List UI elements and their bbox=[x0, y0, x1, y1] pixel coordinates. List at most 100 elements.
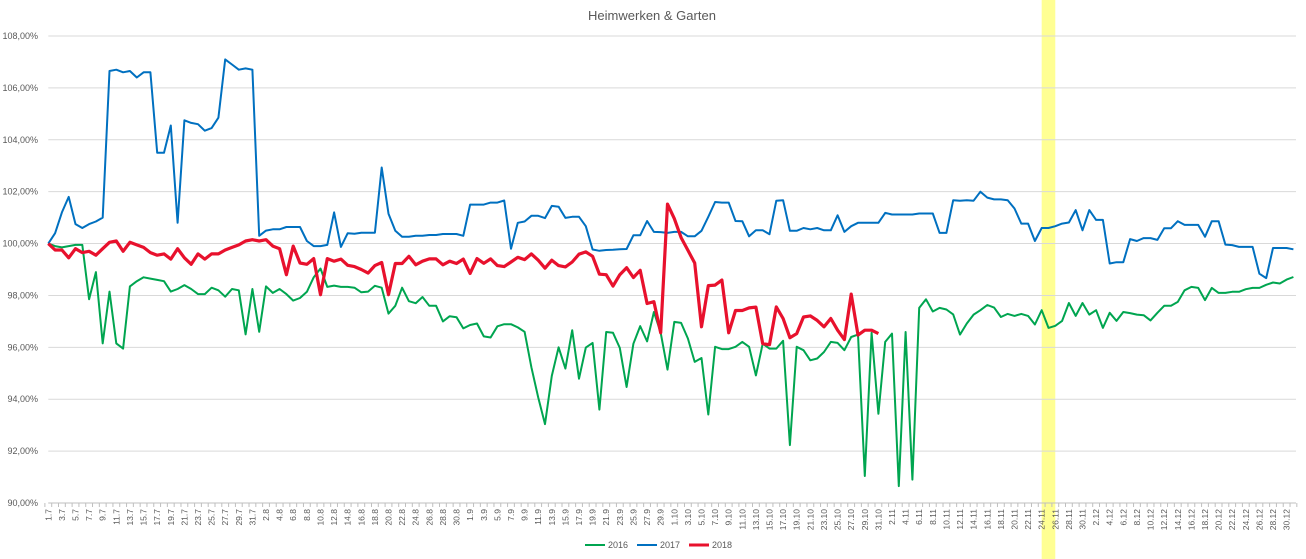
x-tick-label: 15.10 bbox=[765, 509, 775, 531]
x-tick-label: 3.9 bbox=[479, 509, 489, 521]
x-tick-label: 19.9 bbox=[588, 509, 598, 526]
x-tick-label: 8.8 bbox=[302, 509, 312, 521]
legend-label-2016: 2016 bbox=[608, 540, 628, 550]
x-tick-label: 9.9 bbox=[520, 509, 530, 521]
x-tick-label: 13.10 bbox=[751, 509, 761, 531]
x-tick-label: 24.12 bbox=[1241, 509, 1251, 531]
x-tick-label: 6.8 bbox=[288, 509, 298, 521]
chart-title: Heimwerken & Garten bbox=[588, 8, 716, 23]
x-tick-label: 31.10 bbox=[873, 509, 883, 531]
x-tick-label: 21.7 bbox=[179, 509, 189, 526]
x-tick-label: 21.9 bbox=[601, 509, 611, 526]
x-tick-label: 4.8 bbox=[275, 509, 285, 521]
x-tick-label: 23.9 bbox=[615, 509, 625, 526]
x-tick-label: 8.11 bbox=[928, 509, 938, 525]
x-tick-label: 14.11 bbox=[969, 509, 979, 530]
y-tick-label: 108,00% bbox=[2, 31, 38, 41]
x-tick-label: 30.12 bbox=[1282, 509, 1292, 531]
legend-label-2018: 2018 bbox=[712, 540, 732, 550]
x-tick-label: 2.12 bbox=[1091, 509, 1101, 526]
series-line-2018 bbox=[47, 202, 880, 347]
legend-label-2017: 2017 bbox=[660, 540, 680, 550]
x-tick-label: 25.7 bbox=[207, 509, 217, 526]
y-tick-label: 102,00% bbox=[2, 187, 38, 197]
x-tick-label: 27.7 bbox=[220, 509, 230, 526]
x-tick-label: 24.8 bbox=[411, 509, 421, 526]
x-tick-label: 14.8 bbox=[343, 509, 353, 526]
x-tick-label: 12.8 bbox=[329, 509, 339, 526]
x-tick-label: 30.11 bbox=[1078, 509, 1088, 530]
series-line-2017 bbox=[47, 58, 1294, 280]
x-tick-label: 2.8 bbox=[261, 509, 271, 521]
x-tick-label: 28.11 bbox=[1064, 509, 1074, 530]
x-tick-label: 16.8 bbox=[356, 509, 366, 526]
x-tick-label: 23.10 bbox=[819, 509, 829, 531]
x-tick-label: 30.8 bbox=[452, 509, 462, 526]
x-tick-label: 18.11 bbox=[996, 509, 1006, 530]
x-tick-label: 28.8 bbox=[438, 509, 448, 526]
x-tick-label: 14.12 bbox=[1173, 509, 1183, 531]
x-tick-label: 7.10 bbox=[710, 509, 720, 526]
highlight-band bbox=[1041, 0, 1056, 559]
x-tick-label: 17.7 bbox=[152, 509, 162, 526]
x-tick-label: 6.11 bbox=[914, 509, 924, 525]
x-tick-label: 7.9 bbox=[506, 509, 516, 521]
x-tick-label: 1.7 bbox=[43, 509, 53, 521]
x-tick-label: 20.12 bbox=[1214, 509, 1224, 531]
x-tick-label: 25.9 bbox=[628, 509, 638, 526]
x-tick-label: 4.12 bbox=[1105, 509, 1115, 526]
x-tick-label: 18.8 bbox=[370, 509, 380, 526]
x-tick-label: 22.12 bbox=[1227, 509, 1237, 531]
y-tick-label: 98,00% bbox=[7, 290, 38, 300]
x-tick-label: 11.10 bbox=[737, 509, 747, 530]
x-tick-label: 13.7 bbox=[125, 509, 135, 526]
x-tick-label: 15.9 bbox=[560, 509, 570, 526]
x-tick-label: 29.7 bbox=[234, 509, 244, 526]
y-tick-label: 90,00% bbox=[7, 498, 38, 508]
x-tick-label: 16.12 bbox=[1186, 509, 1196, 531]
x-tick-label: 21.10 bbox=[805, 509, 815, 531]
x-tick-label: 26.8 bbox=[424, 509, 434, 526]
x-tick-label: 7.7 bbox=[84, 509, 94, 521]
x-tick-label: 11.9 bbox=[533, 509, 543, 525]
series-line-2016 bbox=[47, 242, 1294, 488]
y-tick-label: 94,00% bbox=[7, 394, 38, 404]
y-tick-label: 106,00% bbox=[2, 83, 38, 93]
x-tick-label: 26.11 bbox=[1050, 509, 1060, 530]
x-tick-label: 27.10 bbox=[846, 509, 856, 531]
highlight-band-group bbox=[1041, 0, 1056, 559]
x-tick-label: 13.9 bbox=[547, 509, 557, 526]
x-tick-label: 29.9 bbox=[656, 509, 666, 526]
x-tick-label: 5.7 bbox=[71, 509, 81, 521]
x-tick-label: 31.7 bbox=[247, 509, 257, 526]
legend: 2016 2017 2018 bbox=[585, 540, 732, 550]
series-lines bbox=[47, 58, 1294, 488]
x-tick-label: 8.12 bbox=[1132, 509, 1142, 526]
y-tick-label: 100,00% bbox=[2, 239, 38, 249]
x-tick-label: 4.11 bbox=[901, 509, 911, 525]
x-tick-label: 25.10 bbox=[833, 509, 843, 531]
x-tick-label: 1.9 bbox=[465, 509, 475, 521]
x-tick-label: 2.11 bbox=[887, 509, 897, 525]
x-tick-label: 9.7 bbox=[98, 509, 108, 521]
x-tick-label: 20.8 bbox=[384, 509, 394, 526]
y-tick-label: 96,00% bbox=[7, 342, 38, 352]
x-tick-label: 22.8 bbox=[397, 509, 407, 526]
x-tick-label: 28.12 bbox=[1268, 509, 1278, 531]
x-tick-label: 5.10 bbox=[696, 509, 706, 526]
x-tick-label: 3.7 bbox=[57, 509, 67, 521]
y-tick-label: 92,00% bbox=[7, 446, 38, 456]
x-tick-label: 29.10 bbox=[860, 509, 870, 531]
x-tick-label: 9.10 bbox=[724, 509, 734, 526]
x-tick-label: 19.7 bbox=[166, 509, 176, 526]
x-tick-label: 3.10 bbox=[683, 509, 693, 526]
x-tick-label: 12.12 bbox=[1159, 509, 1169, 531]
x-tick-label: 24.11 bbox=[1037, 509, 1047, 530]
x-tick-label: 10.8 bbox=[315, 509, 325, 526]
x-tick-label: 26.12 bbox=[1254, 509, 1264, 531]
x-tick-label: 17.9 bbox=[574, 509, 584, 526]
x-tick-label: 23.7 bbox=[193, 509, 203, 526]
x-tick-label: 16.11 bbox=[982, 509, 992, 530]
gridlines bbox=[48, 35, 1296, 504]
